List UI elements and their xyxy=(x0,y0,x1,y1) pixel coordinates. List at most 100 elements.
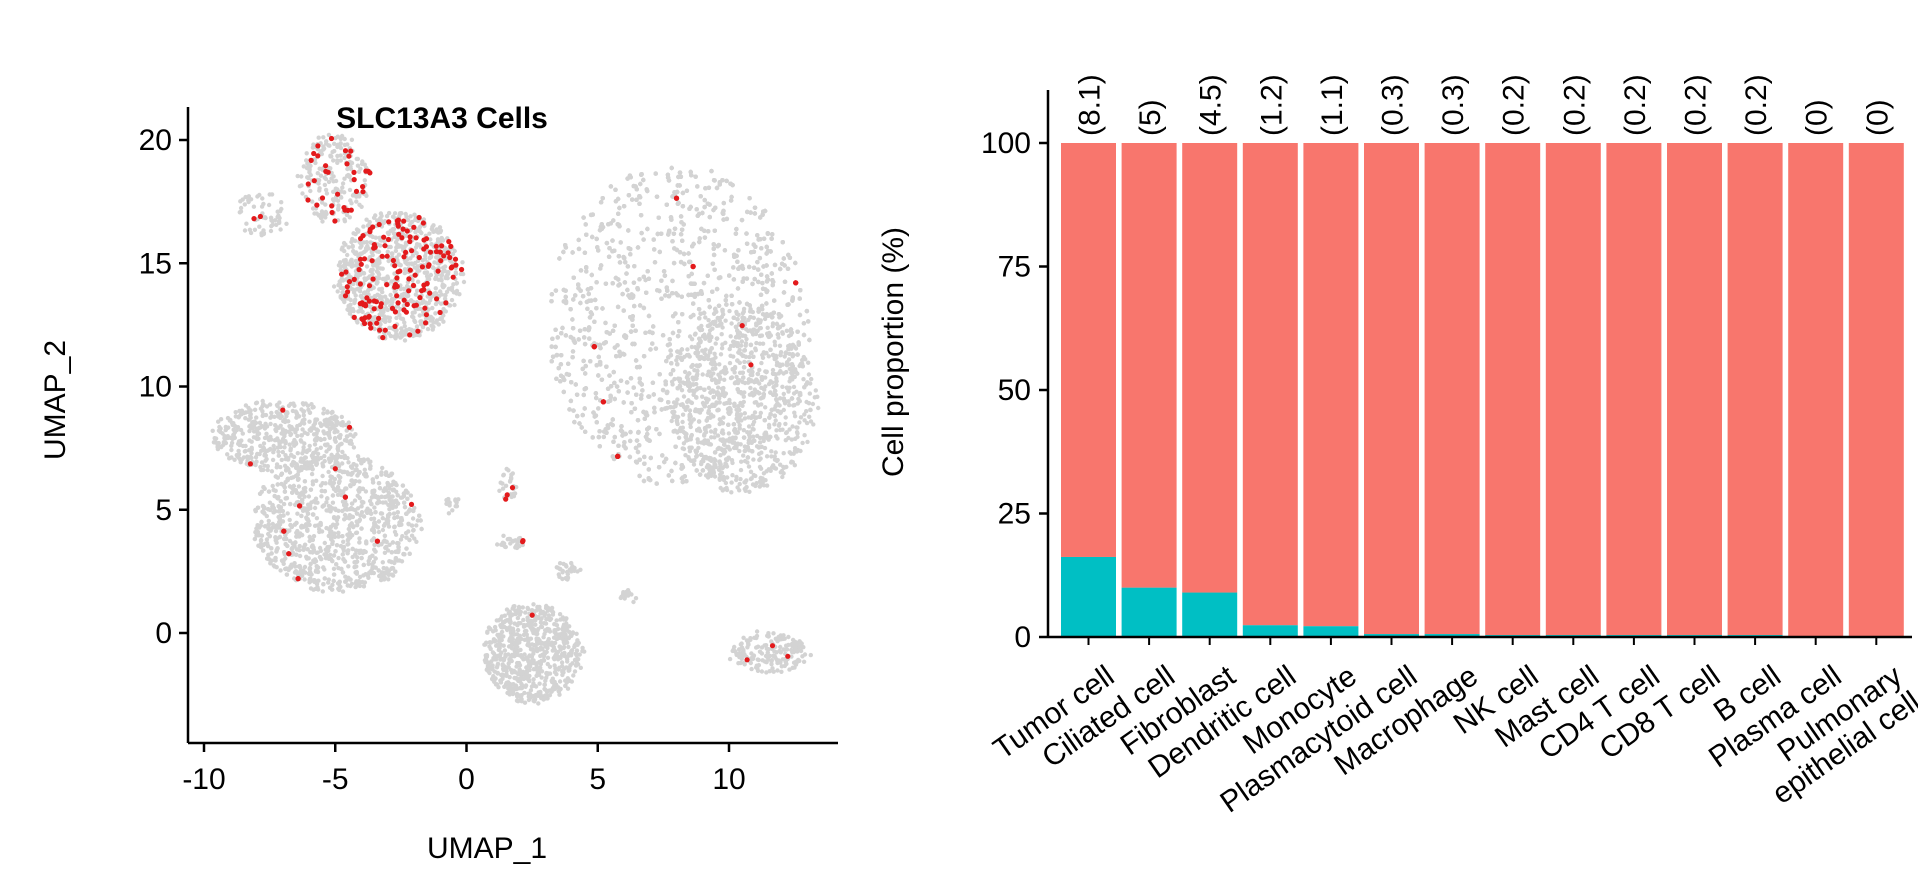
umap-point-negative xyxy=(570,250,575,255)
umap-point-negative xyxy=(415,288,420,293)
umap-point-negative xyxy=(578,288,583,293)
umap-point-negative xyxy=(610,417,615,422)
umap-point-negative xyxy=(730,182,735,188)
umap-point-negative xyxy=(415,264,421,269)
umap-point-negative xyxy=(353,297,358,302)
umap-point-negative xyxy=(759,272,764,277)
umap-point-negative xyxy=(764,289,769,295)
umap-point-negative xyxy=(434,229,439,234)
umap-point-negative xyxy=(707,202,712,207)
umap-point-negative xyxy=(667,228,672,233)
umap-point-negative xyxy=(664,358,669,364)
umap-point-negative xyxy=(655,231,660,237)
umap-point-negative xyxy=(801,332,807,338)
umap-point-negative xyxy=(657,372,662,377)
umap-point-negative xyxy=(596,434,601,440)
umap-point-negative xyxy=(694,207,699,212)
umap-point-negative xyxy=(263,215,268,221)
umap-point-negative xyxy=(748,342,754,348)
umap-point-negative xyxy=(659,397,664,403)
umap-point-negative xyxy=(275,214,280,220)
umap-point-negative xyxy=(678,214,684,219)
umap-point-negative xyxy=(588,310,594,315)
umap-point-negative xyxy=(352,250,357,256)
umap-point-negative xyxy=(670,478,675,484)
umap-point-negative xyxy=(669,468,674,474)
umap-point-negative xyxy=(324,211,329,217)
umap-point-negative xyxy=(707,214,712,220)
umap-point-negative xyxy=(326,132,332,138)
umap-point-negative xyxy=(354,287,359,292)
umap-point-negative xyxy=(734,226,739,232)
umap-point-negative xyxy=(671,405,676,410)
umap-point-negative xyxy=(797,312,803,318)
umap-point-negative xyxy=(670,330,676,336)
umap-point-negative xyxy=(625,264,631,269)
umap-point-negative xyxy=(724,293,729,299)
umap-point-negative xyxy=(629,410,634,415)
umap-point-negative xyxy=(433,311,438,316)
umap-point-negative xyxy=(410,310,415,315)
umap-point-negative xyxy=(582,335,587,340)
umap-point-negative xyxy=(731,315,736,320)
umap-point-negative xyxy=(635,287,641,292)
umap-point-negative xyxy=(573,293,578,298)
umap-points xyxy=(210,132,821,706)
umap-point-negative xyxy=(668,215,674,220)
umap-point-negative xyxy=(637,376,642,381)
umap-point-negative xyxy=(728,198,734,203)
umap-point-negative xyxy=(739,459,744,464)
umap-point-negative xyxy=(379,213,384,219)
umap-point-negative xyxy=(404,294,410,299)
umap-point-negative xyxy=(408,214,413,219)
umap-point-negative xyxy=(269,223,274,229)
umap-point-negative xyxy=(610,281,615,286)
umap-point-negative xyxy=(387,315,393,320)
umap-point-negative xyxy=(345,166,350,172)
umap-point-negative xyxy=(380,289,385,295)
umap-point-negative xyxy=(769,271,774,276)
umap-point-negative xyxy=(247,227,253,232)
umap-point-negative xyxy=(598,200,604,205)
umap-point-negative xyxy=(641,354,647,359)
umap-point-negative xyxy=(415,279,421,284)
umap-point-negative xyxy=(716,303,722,308)
umap-point-negative xyxy=(700,468,706,473)
umap-point-negative xyxy=(646,476,651,481)
umap-point-negative xyxy=(616,254,622,259)
umap-point-negative xyxy=(593,297,598,303)
umap-point-negative xyxy=(707,348,713,353)
umap-point-negative xyxy=(685,399,690,404)
umap-point-negative xyxy=(807,414,812,419)
umap-point-negative xyxy=(695,184,700,189)
umap-point-negative xyxy=(765,231,770,236)
umap-point-negative xyxy=(662,273,668,278)
umap-point-negative xyxy=(772,262,778,268)
umap-point-negative xyxy=(381,318,387,323)
umap-point-negative xyxy=(361,271,367,276)
umap-point-negative xyxy=(601,434,606,440)
umap-point-negative xyxy=(623,446,628,451)
umap-point-negative xyxy=(712,474,718,479)
umap-point-negative xyxy=(622,280,628,285)
umap-point-negative xyxy=(373,213,378,218)
umap-point-negative xyxy=(642,454,647,460)
umap-point-negative xyxy=(568,307,573,312)
umap-point-negative xyxy=(688,259,693,265)
umap-point-negative xyxy=(407,327,412,332)
umap-point-negative xyxy=(807,391,812,396)
umap-point-negative xyxy=(633,358,639,363)
umap-point-negative xyxy=(398,263,403,268)
umap-point-negative xyxy=(644,290,649,295)
umap-point-negative xyxy=(443,293,448,298)
umap-point-negative xyxy=(310,206,316,211)
umap-point-negative xyxy=(692,368,697,373)
umap-point-negative xyxy=(666,232,671,237)
umap-point-negative xyxy=(410,262,415,267)
umap-point-negative xyxy=(726,422,731,427)
umap-point-negative xyxy=(593,391,599,396)
umap-point-negative xyxy=(441,319,446,324)
umap-point-negative xyxy=(685,347,690,352)
umap-point-negative xyxy=(398,286,403,291)
